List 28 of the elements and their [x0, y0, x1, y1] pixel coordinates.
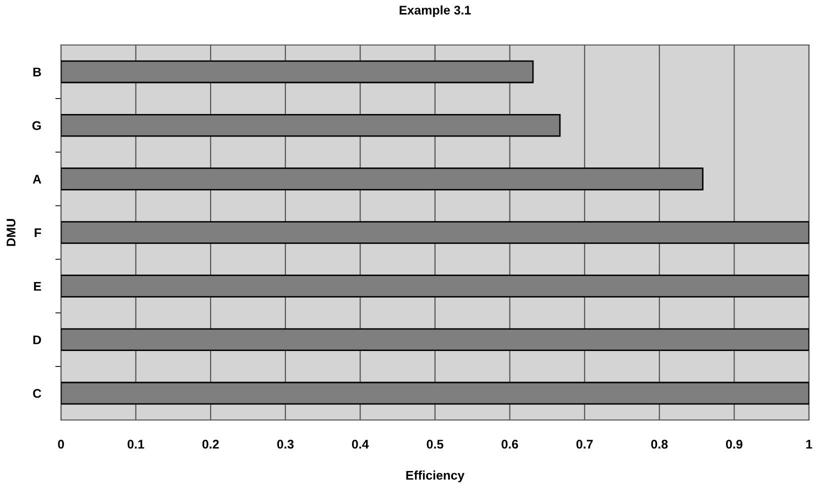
x-tick-label: 0.4 — [352, 440, 369, 449]
x-axis-title: Efficiency — [406, 470, 464, 482]
y-tick-label: B — [33, 68, 41, 76]
x-tick-label: 0.1 — [128, 440, 144, 449]
x-tick-label: 0.6 — [502, 440, 518, 449]
bar — [61, 221, 809, 244]
x-tick-label: 0.8 — [651, 440, 668, 449]
y-tick-label: A — [32, 174, 42, 184]
x-tick-label: 0.3 — [277, 440, 294, 449]
y-tick-label: D — [33, 336, 42, 344]
x-tick-label: 0.2 — [202, 440, 219, 449]
y-tick-label: F — [34, 228, 42, 238]
bar — [61, 382, 809, 405]
x-tick-label: 0.7 — [576, 440, 593, 449]
x-tick-label: 0.9 — [726, 440, 742, 449]
y-tick-label: E — [34, 282, 42, 291]
x-tick-label: 0.5 — [426, 440, 444, 449]
bar — [61, 114, 561, 137]
y-axis-title: DMU — [6, 219, 16, 246]
chart-title: Example 3.1 — [400, 5, 471, 18]
bar — [61, 328, 809, 352]
bar — [61, 274, 809, 298]
x-tick-label: 1 — [806, 440, 812, 449]
bar — [61, 168, 704, 190]
y-tick-label: G — [32, 121, 41, 130]
y-tick-label: C — [33, 389, 42, 398]
x-tick-label: 0 — [58, 440, 64, 449]
bar — [61, 60, 534, 84]
